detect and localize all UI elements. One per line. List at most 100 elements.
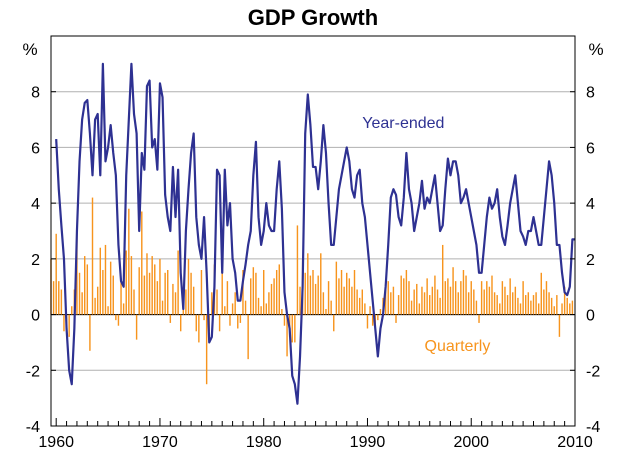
quarterly-bar — [403, 278, 405, 315]
quarterly-bar — [242, 270, 244, 315]
quarterly-bar — [205, 314, 208, 385]
quarterly-bar — [530, 300, 532, 315]
quarterly-bar — [556, 295, 558, 315]
quarterly-bar — [387, 281, 389, 315]
quarterly-bar — [322, 292, 325, 315]
y-axis-unit-right: % — [588, 40, 603, 59]
quarterly-bar — [299, 286, 301, 315]
quarterly-bar — [192, 286, 195, 315]
quarterly-bar — [356, 289, 358, 315]
quarterly-bar — [161, 300, 164, 315]
quarterly-bar — [63, 314, 65, 332]
quarterly-bar — [250, 278, 252, 315]
quarterly-bar — [553, 306, 555, 315]
y-tick-label-right: 6 — [586, 140, 595, 157]
quarterly-bar — [563, 286, 566, 315]
gridlines — [51, 91, 575, 371]
quarterly-bar — [174, 292, 177, 315]
quarterly-bar — [307, 253, 309, 315]
quarterly-bar — [260, 306, 262, 315]
quarterly-bar — [177, 250, 179, 315]
quarterly-bar — [478, 314, 480, 323]
quarterly-bar — [104, 244, 107, 315]
quarterly-bar — [164, 272, 166, 315]
quarterly-bar — [473, 289, 475, 315]
quarterly-bar — [125, 250, 127, 315]
quarterly-bar — [436, 289, 439, 315]
quarterly-bar — [187, 258, 190, 315]
quarterly-bar — [384, 289, 387, 315]
quarterly-bar — [571, 300, 574, 315]
quarterly-bar — [262, 270, 265, 315]
quarterly-bar — [537, 303, 540, 315]
quarterly-bar — [172, 283, 174, 315]
y-tick-label-left: -4 — [26, 419, 40, 436]
quarterly-bar — [76, 231, 78, 315]
quarterly-bar — [325, 309, 327, 315]
quarterly-bar — [185, 289, 187, 315]
quarterly-bar — [426, 278, 428, 315]
quarterly-bar — [434, 275, 436, 315]
quarterly-bar — [400, 275, 402, 315]
quarterly-bar — [361, 289, 364, 315]
quarterly-bar — [102, 270, 104, 315]
quarterly-bar — [312, 270, 314, 315]
quarterly-bar — [138, 267, 140, 315]
quarterly-bar — [294, 314, 296, 343]
quarterly-bar — [91, 197, 94, 315]
quarterly-bar — [447, 278, 449, 315]
year-ended-line — [55, 62, 575, 405]
series-annotation: Quarterly — [425, 338, 491, 355]
series-annotation: Year-ended — [362, 115, 444, 132]
y-tick-label-left: 0 — [31, 308, 40, 325]
quarterly-bar — [460, 281, 462, 315]
y-tick-label-right: 2 — [586, 252, 595, 269]
quarterly-bar — [514, 286, 517, 315]
quarterly-bar — [252, 267, 255, 315]
quarterly-bar — [133, 289, 135, 315]
y-tick-label-right: 0 — [586, 308, 595, 325]
quarterly-bar — [421, 286, 423, 315]
quarterly-bar — [483, 289, 485, 315]
quarterly-bar — [371, 314, 374, 326]
quarterly-bar — [304, 272, 306, 315]
quarterly-bar — [200, 270, 203, 315]
y-tick-label-right: 4 — [586, 196, 595, 213]
quarterly-bar — [309, 275, 312, 315]
quarterly-bar — [156, 281, 159, 315]
quarterly-bar — [224, 306, 226, 315]
quarterly-bar — [416, 283, 418, 315]
quarterly-bar — [335, 261, 338, 315]
quarterly-bar — [333, 314, 335, 332]
quarterly-bar — [286, 314, 288, 357]
quarterly-bar — [159, 258, 161, 315]
quarterly-bar — [107, 306, 109, 315]
quarterly-bar — [120, 278, 122, 315]
y-axis-unit-left: % — [22, 40, 37, 59]
quarterly-bar — [52, 281, 55, 315]
quarterly-bar — [234, 292, 236, 315]
quarterly-bar — [506, 295, 509, 315]
quarterly-bar — [429, 295, 431, 315]
quarterly-bar — [408, 281, 410, 315]
quarterly-bar — [504, 286, 506, 315]
year-ended-line-layer — [55, 62, 575, 405]
quarterly-bar — [244, 300, 247, 315]
quarterly-bar — [268, 292, 270, 315]
quarterly-bar — [151, 256, 153, 315]
quarterly-bar — [527, 292, 530, 315]
quarterly-bar — [431, 286, 434, 315]
quarterly-bar — [444, 281, 447, 315]
quarterly-bar — [291, 314, 293, 343]
quarterly-bar — [366, 314, 369, 329]
quarterly-bar — [169, 314, 172, 323]
quarterly-bar — [211, 292, 213, 315]
quarterly-bar — [198, 314, 200, 343]
quarterly-bar — [265, 303, 268, 315]
plot-frame — [50, 35, 576, 427]
quarterly-bar — [231, 303, 234, 315]
quarterly-bar — [524, 295, 527, 315]
quarterly-bar — [99, 247, 102, 315]
quarterly-bar — [317, 275, 319, 315]
